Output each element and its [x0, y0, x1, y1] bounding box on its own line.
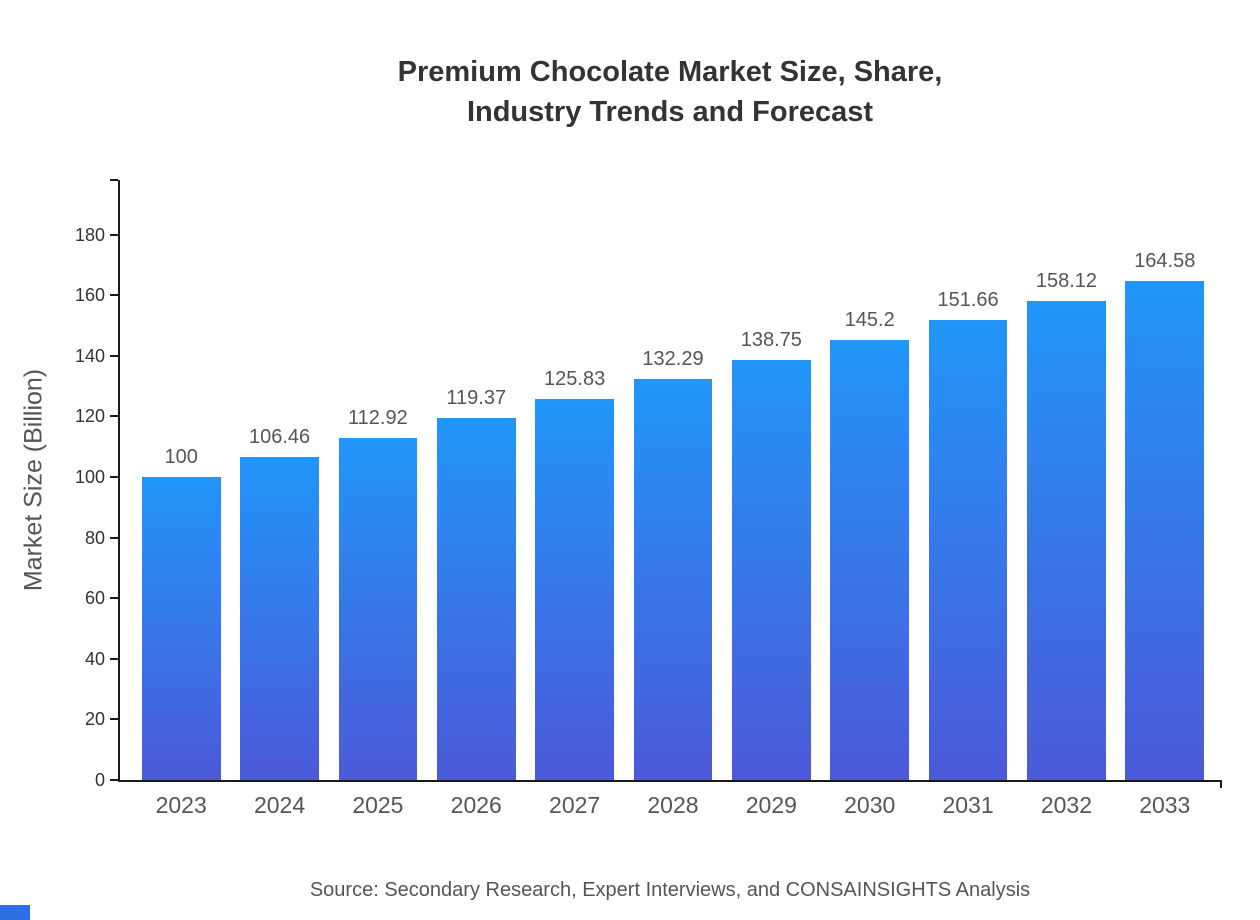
y-axis-tick-label: 160 [74, 285, 105, 305]
bar-2029 [731, 360, 811, 780]
y-axis-tick-label: 100 [74, 467, 105, 487]
y-axis-tick-mark [110, 658, 118, 660]
x-axis-tick-label: 2033 [1139, 792, 1191, 818]
bar-2026 [436, 418, 516, 780]
y-axis-tick-mark [110, 597, 118, 599]
y-axis-tick-label: 140 [74, 346, 105, 366]
bar-2033 [1125, 281, 1205, 780]
bar-2030 [830, 340, 910, 780]
chart-title-line2: Industry Trends and Forecast [466, 96, 874, 128]
bar-2031 [928, 320, 1008, 780]
y-axis-tick-mark [110, 294, 118, 296]
x-axis-tick-label: 2027 [549, 792, 601, 818]
y-axis-tick-label: 180 [74, 225, 105, 245]
x-axis-tick-label: 2029 [745, 792, 797, 818]
x-axis-end-tick [1220, 780, 1222, 788]
y-axis-tick-label: 60 [84, 588, 105, 608]
y-axis-title: Market Size (Billion) [19, 368, 48, 592]
y-axis-tick-mark [110, 355, 118, 357]
bar-2024 [240, 457, 319, 780]
y-axis-tick-label: 0 [94, 770, 105, 790]
chart-title-line1: Premium Chocolate Market Size, Share, [397, 56, 943, 88]
bar-2023 [141, 477, 221, 780]
chart-title: Premium Chocolate Market Size, Share, In… [118, 52, 1222, 132]
x-axis-tick-label: 2028 [647, 792, 699, 818]
bar-slot: 158.12 2032 [1017, 180, 1115, 818]
bar-value-label: 106.46 [248, 426, 311, 448]
bar-slot: 138.75 2029 [722, 180, 820, 818]
bar-slot: 106.46 2024 [230, 180, 328, 818]
bar-2032 [1027, 301, 1106, 780]
bar-value-label: 145.2 [844, 309, 895, 331]
bar-2028 [633, 379, 713, 780]
x-axis-tick-label: 2031 [942, 792, 994, 818]
bar-2027 [535, 399, 614, 780]
bar-chart-plot-area: 100 2023 106.46 2024 112.92 2025 119.37 2026 125… [118, 180, 1222, 818]
bar-value-label: 132.29 [642, 348, 704, 370]
y-axis-tick-label: 20 [84, 709, 105, 729]
y-axis-tick-label: 120 [74, 406, 105, 426]
bar-value-label: 158.12 [1035, 270, 1097, 292]
brand-logo [0, 905, 30, 920]
x-axis-tick-label: 2030 [844, 792, 896, 818]
bar-value-label: 125.83 [544, 368, 606, 390]
bar-value-label: 151.66 [937, 289, 999, 311]
x-axis-tick-label: 2024 [253, 792, 306, 818]
x-axis-tick-label: 2023 [155, 792, 207, 818]
bar-slot: 100 2023 [132, 180, 230, 818]
y-axis-tick-mark [110, 718, 118, 720]
y-axis-tick-label: 80 [84, 528, 105, 548]
bar-slot: 145.2 2030 [821, 180, 919, 818]
x-axis-tick-label: 2026 [450, 792, 502, 818]
y-axis-tick-mark [110, 476, 118, 478]
bar-value-label: 100 [164, 446, 198, 468]
y-axis-tick-mark [110, 234, 118, 236]
bar-slot: 151.66 2031 [919, 180, 1017, 818]
bar-slot: 164.58 2033 [1116, 180, 1214, 818]
source-caption: Source: Secondary Research, Expert Inter… [309, 879, 1031, 901]
bar-slot: 112.92 2025 [329, 180, 427, 818]
y-axis-tick-mark [110, 779, 118, 781]
bar-slot: 132.29 2028 [624, 180, 722, 818]
bar-2025 [338, 438, 418, 780]
bar-value-label: 112.92 [348, 407, 408, 429]
x-axis-tick-label: 2025 [352, 792, 404, 818]
x-axis-tick-label: 2032 [1040, 792, 1092, 818]
bar-slot: 119.37 2026 [427, 180, 525, 818]
y-axis-tick-mark [110, 537, 118, 539]
y-axis-tick-label: 40 [84, 649, 105, 669]
y-axis-tick-mark [110, 415, 118, 417]
y-axis-top-tick [110, 179, 118, 181]
bar-value-label: 138.75 [740, 329, 802, 351]
bar-value-label: 164.58 [1134, 250, 1196, 272]
bar-slot: 125.83 2027 [525, 180, 623, 818]
bar-value-label: 119.37 [446, 387, 507, 409]
